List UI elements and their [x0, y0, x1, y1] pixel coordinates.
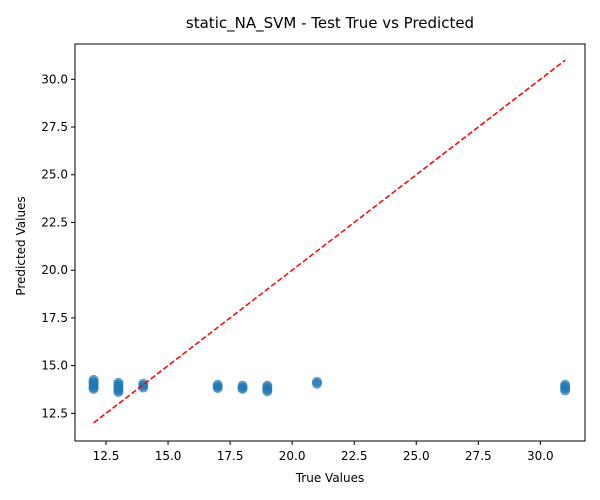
data-point — [311, 378, 322, 389]
x-axis-ticks: 12.5 15.0 17.5 20.0 22.5 25.0 27.5 30.0 — [93, 441, 554, 463]
y-axis-label: Predicted Values — [14, 196, 28, 295]
data-point — [212, 383, 223, 394]
data-point — [262, 386, 273, 397]
plot-area: 12.5 15.0 17.5 20.0 22.5 25.0 27.5 30.0 12.5 15.… — [41, 43, 586, 463]
y-tick-label: 22.5 — [41, 215, 68, 229]
x-tick-label: 15.0 — [155, 449, 182, 463]
x-axis-label: True Values — [295, 471, 365, 485]
x-tick-label: 25.0 — [403, 449, 430, 463]
x-tick-label: 27.5 — [465, 449, 492, 463]
chart-title: static_NA_SVM - Test True vs Predicted — [186, 14, 474, 33]
x-tick-label: 22.5 — [341, 449, 368, 463]
x-tick-label: 30.0 — [527, 449, 554, 463]
data-point — [138, 382, 149, 393]
y-tick-label: 12.5 — [41, 406, 68, 420]
points-layer — [88, 374, 571, 397]
data-point — [113, 386, 124, 397]
y-tick-label: 30.0 — [41, 72, 68, 86]
reference-line-y-equals-x — [93, 59, 566, 424]
axes-frame — [74, 43, 586, 442]
y-tick-label: 25.0 — [41, 168, 68, 182]
data-point — [88, 383, 99, 394]
data-point — [560, 385, 571, 396]
y-axis-ticks: 12.5 15.0 17.5 20.0 22.5 25.0 27.5 30.0 — [41, 72, 75, 420]
y-tick-label: 20.0 — [41, 263, 68, 277]
x-tick-label: 12.5 — [93, 449, 120, 463]
x-tick-label: 17.5 — [217, 449, 244, 463]
y-tick-label: 17.5 — [41, 311, 68, 325]
x-tick-label: 20.0 — [279, 449, 306, 463]
y-tick-label: 15.0 — [41, 359, 68, 373]
y-tick-label: 27.5 — [41, 120, 68, 134]
data-point — [237, 383, 248, 394]
